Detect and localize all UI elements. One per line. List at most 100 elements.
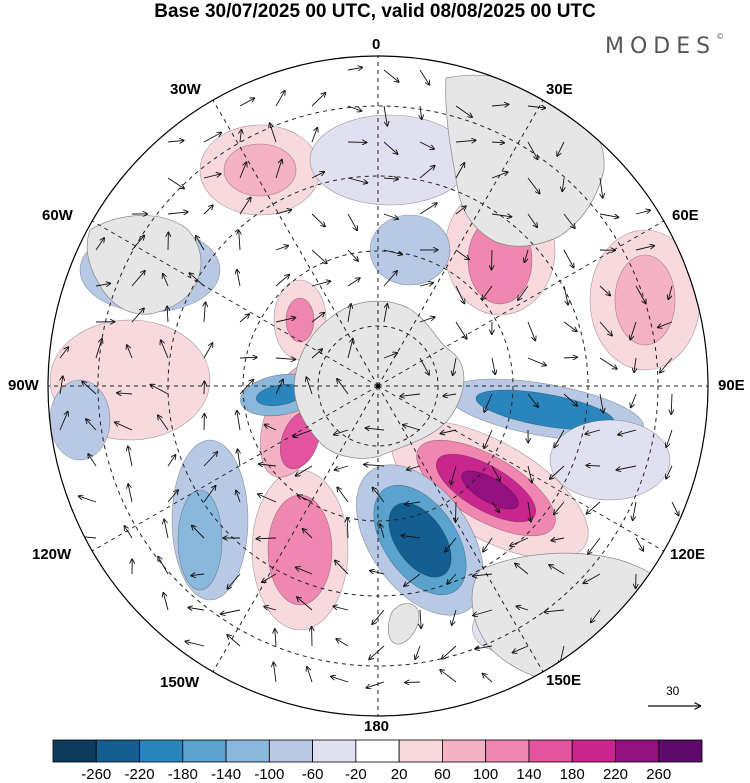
wind-vector-88 bbox=[204, 302, 205, 323]
colorbar-bin-6 bbox=[312, 739, 357, 763]
wind-vector-13 bbox=[203, 133, 221, 143]
colorbar-tick-label: -20 bbox=[345, 766, 367, 783]
wind-vector-221 bbox=[188, 608, 205, 611]
antarctica-outline bbox=[293, 300, 465, 459]
wind-vector-136 bbox=[671, 393, 672, 414]
wind-vector-165 bbox=[451, 465, 457, 485]
wind-vector-9 bbox=[455, 105, 472, 117]
wind-vector-101 bbox=[658, 321, 673, 327]
wind-vector-137 bbox=[59, 412, 68, 431]
wind-vector-114 bbox=[491, 357, 495, 374]
wind-vector-232 bbox=[591, 609, 601, 622]
wind-vector-180 bbox=[373, 488, 385, 503]
wind-vector-246 bbox=[331, 676, 349, 683]
wind-vector-160 bbox=[259, 464, 277, 466]
anomaly-contour-6 bbox=[388, 502, 452, 578]
reference-vector-label: 30 bbox=[666, 684, 680, 698]
wind-vector-108 bbox=[275, 358, 295, 359]
wind-vector-107 bbox=[239, 357, 257, 358]
wind-vector-67 bbox=[635, 246, 654, 251]
wind-vector-100 bbox=[630, 321, 637, 340]
wind-vector-228 bbox=[452, 609, 457, 625]
wind-vector-169 bbox=[586, 465, 601, 466]
wind-vector-102 bbox=[59, 347, 68, 359]
wind-vector-233 bbox=[185, 641, 205, 647]
wind-vector-215 bbox=[473, 574, 493, 576]
wind-vector-174 bbox=[167, 490, 178, 503]
wind-vector-77 bbox=[419, 283, 433, 286]
wind-vector-133 bbox=[563, 393, 577, 406]
wind-vector-250 bbox=[483, 674, 493, 683]
wind-vector-83 bbox=[635, 285, 646, 304]
colorbar-bin-7 bbox=[355, 739, 400, 763]
wind-vector-103 bbox=[95, 339, 102, 359]
colorbar-tick-label: -260 bbox=[81, 766, 112, 783]
wind-vector-82 bbox=[599, 285, 610, 296]
wind-vector-123 bbox=[150, 385, 169, 395]
wind-vector-175 bbox=[203, 486, 216, 503]
wind-vector-202 bbox=[551, 538, 565, 541]
anomaly-contour-22 bbox=[223, 143, 297, 197]
anomaly-contour-12 bbox=[177, 489, 223, 591]
meridian-210 bbox=[212, 385, 379, 673]
colorbar-bin-12 bbox=[571, 739, 616, 763]
wind-vector-217 bbox=[549, 565, 565, 575]
wind-vector-117 bbox=[599, 357, 617, 369]
wind-vector-163 bbox=[364, 465, 385, 467]
anomaly-contour-30 bbox=[369, 214, 451, 286]
lon-label-30e: 30E bbox=[546, 81, 573, 98]
colorbar-bin-13 bbox=[615, 739, 660, 763]
wind-vector-28 bbox=[311, 172, 324, 179]
wind-vector-42 bbox=[311, 213, 325, 226]
wind-vector-162 bbox=[335, 465, 349, 470]
wind-vector-39 bbox=[203, 205, 213, 215]
wind-vector-25 bbox=[203, 174, 221, 179]
colorbar-bin-8 bbox=[398, 739, 443, 763]
wind-vector-213 bbox=[404, 573, 421, 586]
wind-vector-188 bbox=[671, 501, 679, 515]
wind-vector-111 bbox=[383, 353, 397, 359]
wind-vector-0 bbox=[347, 67, 362, 70]
colorbar-bin-14 bbox=[658, 739, 703, 763]
wind-vector-197 bbox=[380, 524, 385, 539]
colorbar-tick-label: -180 bbox=[167, 766, 198, 783]
wind-vector-225 bbox=[333, 606, 349, 611]
wind-vector-172 bbox=[79, 496, 97, 503]
colorbar-bin-2 bbox=[139, 739, 184, 763]
wind-vector-5 bbox=[311, 93, 326, 107]
wind-vector-128 bbox=[337, 379, 349, 395]
wind-vector-154 bbox=[666, 429, 673, 447]
wind-vector-97 bbox=[527, 321, 535, 340]
wind-vector-200 bbox=[483, 537, 493, 552]
colorbar-bin-5 bbox=[268, 739, 313, 763]
wind-vector-109 bbox=[311, 349, 322, 359]
meridian-330 bbox=[212, 99, 379, 387]
anomaly-shading bbox=[49, 114, 701, 656]
wind-vector-120 bbox=[60, 376, 63, 395]
wind-vector-241 bbox=[475, 646, 493, 649]
wind-vector-178 bbox=[298, 495, 313, 503]
wind-vector-227 bbox=[420, 609, 421, 628]
wind-vector-148 bbox=[441, 429, 457, 434]
wind-vector-166 bbox=[491, 465, 500, 481]
wind-vector-45 bbox=[419, 203, 437, 215]
wind-vector-216 bbox=[515, 564, 529, 575]
lon-label-180: 180 bbox=[364, 718, 390, 735]
wind-vector-6 bbox=[347, 105, 362, 111]
wind-vector-84 bbox=[668, 285, 673, 299]
wind-vector-185 bbox=[554, 501, 565, 514]
wind-vector-87 bbox=[167, 306, 168, 323]
wind-vector-8 bbox=[420, 105, 422, 119]
wind-vector-158 bbox=[203, 452, 217, 467]
wind-vector-36 bbox=[600, 177, 603, 198]
wind-vector-1 bbox=[383, 69, 399, 82]
colorbar-tick-label: 220 bbox=[602, 766, 628, 783]
wind-vector-214 bbox=[447, 573, 457, 584]
wind-vector-229 bbox=[473, 609, 493, 616]
wind-vector-179 bbox=[337, 487, 349, 503]
wind-vector-14 bbox=[240, 130, 241, 143]
colorbar-tick-label: 180 bbox=[559, 766, 585, 783]
wind-vector-242 bbox=[513, 645, 529, 653]
lon-label-60e: 60E bbox=[672, 207, 699, 224]
